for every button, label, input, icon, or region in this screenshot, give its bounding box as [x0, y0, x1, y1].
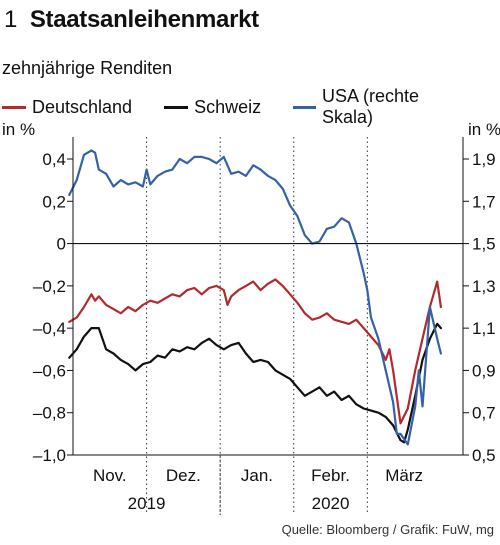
source-footer: Quelle: Bloomberg / Grafik: FuW, mg [281, 522, 494, 537]
right-axis-unit-label: in % [468, 120, 500, 139]
legend-label-usa: USA (rechte Skala) [322, 86, 420, 127]
left-tick-label: –0,6 [33, 361, 66, 380]
left-axis-unit-label: in % [2, 120, 35, 139]
month-label: Febr. [311, 466, 350, 485]
right-tick-label: 1,9 [472, 150, 496, 169]
legend-swatch-schweiz [164, 105, 189, 109]
legend-swatch-usa [293, 105, 316, 109]
grid-layer [146, 137, 368, 515]
legend-label-deutschland: Deutschland [32, 96, 133, 117]
series-line-usa [68, 149, 442, 446]
right-tick-label: 0,7 [472, 404, 496, 423]
right-tick-label: 1,5 [472, 235, 496, 254]
chart-legend: Deutschland Schweiz USA (rechte Skala) [2, 86, 500, 128]
month-label: März [385, 466, 423, 485]
series-line-schweiz [68, 322, 442, 444]
right-tick-label: 1,7 [472, 192, 496, 211]
year-label: 2019 [128, 494, 166, 513]
chart-header: 1 Staatsanleihenmarkt [0, 6, 259, 46]
right-tick-label: 1,3 [472, 277, 496, 296]
left-tick-label: –0,2 [33, 277, 66, 296]
month-label: Dez. [166, 466, 201, 485]
legend-item-usa: USA (rechte Skala) [293, 86, 468, 128]
chart-subtitle: zehnjährige Renditen [2, 58, 173, 78]
axis-layer: in % in % 0,4 0,2 0 –0,2 –0,4 –0,6 –0,8 –1,0 1,9 1,… [2, 120, 500, 515]
month-label: Nov. [93, 466, 127, 485]
left-tick-label: –0,8 [33, 404, 66, 423]
left-tick-label: 0 [57, 235, 66, 254]
right-tick-label: 0,5 [472, 446, 496, 465]
series-layer [68, 149, 442, 446]
legend-item-deutschland: Deutschland [2, 97, 132, 118]
right-tick-label: 0,9 [472, 361, 496, 380]
year-label: 2020 [312, 494, 350, 513]
legend-label-schweiz: Schweiz [194, 96, 262, 117]
figure-number: 1 [4, 6, 18, 33]
series-line-deutschland [68, 278, 442, 425]
left-tick-label: 0,2 [42, 192, 66, 211]
legend-swatch-deutschland [2, 105, 26, 109]
left-tick-label: –0,4 [33, 319, 66, 338]
left-tick-label: 0,4 [42, 150, 66, 169]
month-label: Jan. [241, 466, 273, 485]
legend-item-schweiz: Schweiz [164, 97, 261, 118]
left-tick-label: –1,0 [33, 446, 66, 465]
chart-title: Staatsanleihenmarkt [29, 6, 259, 33]
right-tick-label: 1,1 [472, 319, 496, 338]
